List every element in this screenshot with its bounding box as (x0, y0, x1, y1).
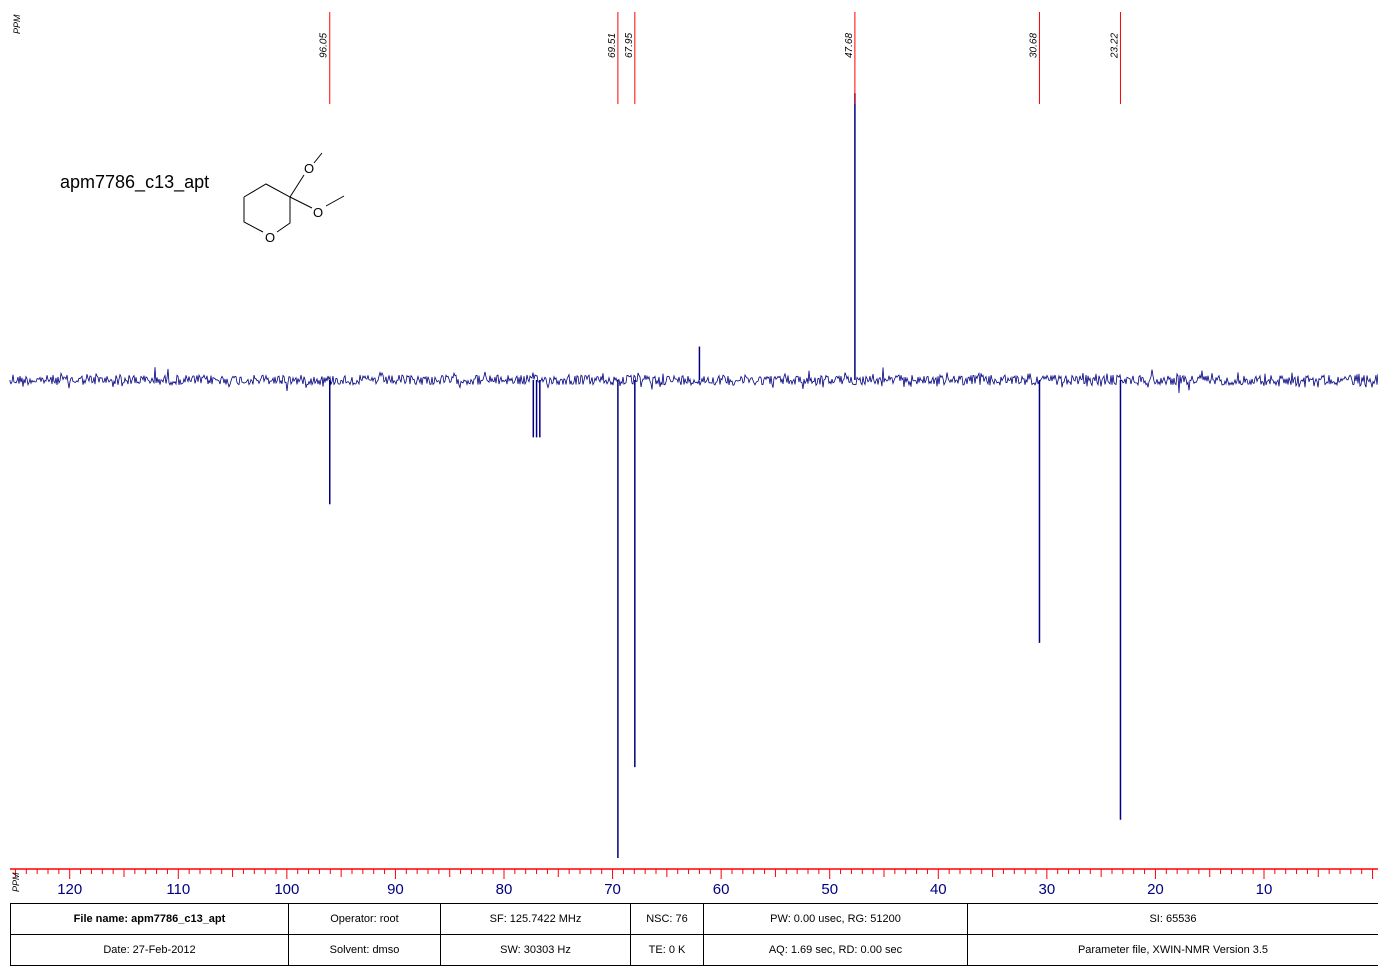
x-tick-label: 10 (1256, 881, 1273, 898)
atom-oxygen-label: O (304, 161, 314, 176)
file-name-cell: File name: apm7786_c13_apt (10, 903, 289, 935)
peak-label: 23.22 (1109, 33, 1120, 59)
aq-rd-cell: AQ: 1.69 sec, RD: 0.00 sec (703, 934, 968, 966)
peak-label: 96.05 (319, 33, 330, 58)
x-tick-label: 90 (387, 881, 404, 898)
peak-label: 30.68 (1028, 33, 1039, 58)
atom-oxygen-label: O (265, 230, 275, 245)
molecule-structure (243, 152, 345, 233)
te-cell: TE: 0 K (630, 934, 704, 966)
pw-rg-cell: PW: 0.00 usec, RG: 51200 (703, 903, 968, 935)
x-tick-label: 110 (166, 881, 190, 898)
x-tick-label: 40 (930, 881, 947, 898)
x-tick-label: 20 (1147, 881, 1164, 898)
x-tick-label: 50 (821, 881, 838, 898)
solvent-cell: Solvent: dmso (288, 934, 441, 966)
x-tick-label: 60 (713, 881, 730, 898)
table-row: File name: apm7786_c13_apt Operator: roo… (10, 903, 1378, 935)
peak-label: 67.95 (624, 33, 635, 58)
peak-label: 69.51 (607, 33, 618, 58)
sf-cell: SF: 125.7422 MHz (440, 903, 631, 935)
ppm-tag-top: PPM (12, 14, 22, 34)
parameter-file-cell: Parameter file, XWIN-NMR Version 3.5 (967, 934, 1378, 966)
table-row: Date: 27-Feb-2012 Solvent: dmso SW: 3030… (10, 934, 1378, 966)
spectrum-title: apm7786_c13_apt (60, 172, 209, 193)
x-tick-label: 100 (274, 881, 299, 898)
sw-cell: SW: 30303 Hz (440, 934, 631, 966)
x-tick-label: 70 (604, 881, 621, 898)
atom-oxygen-label: O (313, 205, 323, 220)
spectrum-baseline-noise (9, 367, 1378, 394)
peak-label: 47.68 (844, 33, 855, 58)
x-tick-label: 120 (57, 881, 82, 898)
acquisition-parameters-table: File name: apm7786_c13_apt Operator: roo… (10, 903, 1378, 966)
nmr-spectrum-chart: PPM apm7786_c13_apt O O O 96.05 69.51 67.9… (9, 12, 1378, 898)
si-cell: SI: 65536 (967, 903, 1378, 935)
nsc-cell: NSC: 76 (630, 903, 704, 935)
x-tick-label: 80 (496, 881, 513, 898)
date-cell: Date: 27-Feb-2012 (10, 934, 289, 966)
x-tick-label: 30 (1039, 881, 1056, 898)
ppm-tag-axis: PPM (11, 872, 21, 892)
operator-cell: Operator: root (288, 903, 441, 935)
